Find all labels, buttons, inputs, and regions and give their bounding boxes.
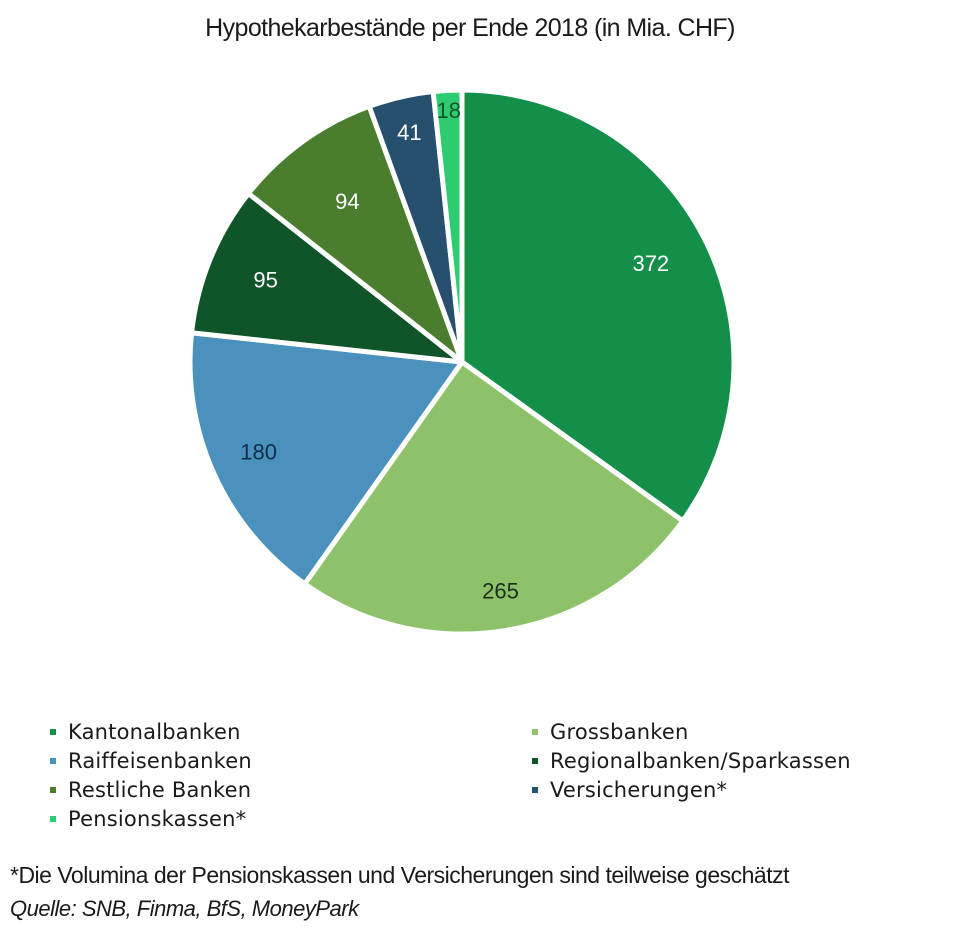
pie-slice-raiffeisenbanken (187, 330, 465, 587)
legend-label: Raiffeisenbanken (68, 749, 252, 773)
slice-value-label: 265 (482, 579, 519, 604)
legend-item-raiffeisenbanken: Raiffeisenbanken (50, 747, 252, 775)
slice-value-label: 41 (397, 120, 421, 145)
legend-label: Versicherungen* (550, 778, 728, 802)
slice-value-label: 180 (240, 439, 277, 464)
legend-swatch-icon (532, 729, 538, 735)
legend-swatch-icon (532, 758, 538, 764)
slice-value-label: 372 (632, 251, 669, 276)
legend-label: Regionalbanken/Sparkassen (550, 749, 851, 773)
legend-swatch-icon (50, 729, 56, 735)
slice-value-label: 95 (253, 268, 277, 293)
legend-item-restliche-banken: Restliche Banken (50, 776, 251, 804)
pie-slice-kantonalbanken (459, 87, 737, 524)
legend-item-grossbanken: Grossbanken (532, 718, 689, 746)
legend-item-kantonalbanken: Kantonalbanken (50, 718, 241, 746)
legend-item-versicherungen: Versicherungen* (532, 776, 727, 804)
slice-value-label: 18 (436, 98, 460, 123)
legend-label: Pensionskassen* (68, 807, 247, 831)
legend-label: Restliche Banken (68, 778, 252, 802)
legend-swatch-icon (50, 758, 56, 764)
legend-swatch-icon (50, 816, 56, 822)
legend-swatch-icon (50, 787, 56, 793)
legend-label: Kantonalbanken (68, 720, 241, 744)
chart-title: Hypothekarbestände per Ende 2018 (in Mia… (205, 14, 735, 42)
pie-slice-pensionskassen (430, 87, 465, 365)
slice-value-label: 94 (335, 189, 359, 214)
legend-item-pensionskassen: Pensionskassen* (50, 805, 246, 833)
pie-slice-restliche-banken (245, 103, 465, 365)
pie-slice-grossbanken (302, 359, 686, 637)
footnote: *Die Volumina der Pensionskassen und Ver… (10, 862, 789, 888)
pie-slice-regionalbanken-sparkassen (189, 190, 465, 365)
legend-item-regionalbanken: Regionalbanken/Sparkassen (532, 747, 851, 775)
pie-chart: 372 265 180 95 94 41 18 (187, 87, 737, 637)
source-note: Quelle: SNB, Finma, BfS, MoneyPark (10, 896, 359, 921)
legend-swatch-icon (532, 787, 538, 793)
legend-label: Grossbanken (550, 720, 689, 744)
